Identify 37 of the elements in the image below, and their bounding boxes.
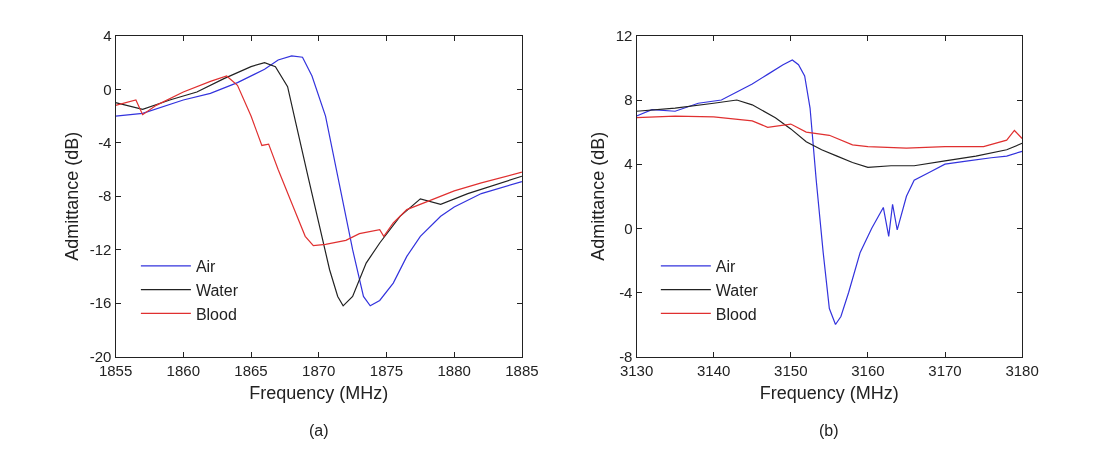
- x-tick-label: 1865: [234, 361, 268, 379]
- legend-label: Water: [715, 281, 759, 299]
- y-axis-title: Admittance (dB): [61, 131, 82, 261]
- x-tick-label: 3180: [1005, 361, 1039, 379]
- y-tick-label: -4: [98, 134, 112, 152]
- legend-label: Air: [195, 258, 217, 276]
- y-tick-label: 4: [624, 155, 633, 173]
- legend-label: Blood: [195, 305, 237, 323]
- y-tick-label: -4: [619, 283, 633, 301]
- x-tick-label: 3170: [928, 361, 962, 379]
- x-tick-label: 1870: [302, 361, 336, 379]
- text: (b): [819, 422, 839, 439]
- y-axis-title: Admittance (dB): [587, 131, 608, 261]
- legend-label: Air: [715, 258, 737, 276]
- line-series: [636, 59, 1023, 326]
- y-tick-label: -16: [89, 294, 112, 312]
- legend-label: Water: [195, 281, 239, 299]
- legend-label: Blood: [715, 305, 757, 323]
- x-tick-label: 1860: [166, 361, 200, 379]
- y-tick-label: 12: [615, 27, 633, 45]
- x-tick-label: 3140: [696, 361, 731, 379]
- x-tick-label: 1880: [437, 361, 471, 379]
- y-tick-label: 8: [624, 91, 633, 109]
- y-tick-label: -12: [89, 240, 112, 258]
- y-tick-label: 0: [103, 80, 112, 98]
- x-tick-label: 3160: [851, 361, 885, 379]
- x-tick-label: 1875: [369, 361, 404, 379]
- line-series: [115, 75, 522, 247]
- y-tick-label: 4: [103, 27, 112, 45]
- x-tick-label: 3150: [774, 361, 808, 379]
- x-tick-label: 1885: [505, 361, 539, 379]
- x-axis-title: Frequency (MHz): [759, 382, 899, 403]
- y-tick-label: 0: [624, 219, 633, 237]
- line-series: [636, 115, 1023, 149]
- y-tick-label: -8: [98, 187, 112, 205]
- text: (a): [309, 422, 329, 439]
- x-axis-title: Frequency (MHz): [249, 382, 389, 403]
